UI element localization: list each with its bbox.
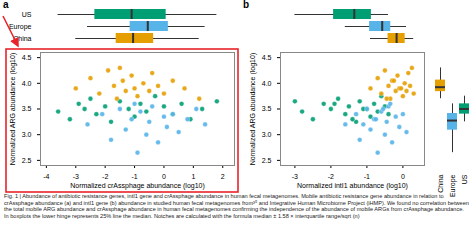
svg-text:2.5: 2.5 — [22, 157, 32, 164]
svg-text:2.5: 2.5 — [262, 157, 272, 164]
svg-text:0: 0 — [162, 173, 166, 180]
svg-text:3.0: 3.0 — [22, 131, 32, 138]
svg-text:-4: -4 — [43, 173, 49, 180]
svg-text:Europe: Europe — [9, 23, 32, 31]
svg-text:Normalized crAssphage abundanc: Normalized crAssphage abundance (log10) — [70, 182, 205, 190]
svg-text:4.5: 4.5 — [22, 54, 32, 61]
html-text:Fig. 1 | Abundance of antibiot: Fig. 1 | Abundance of antibiotic resista… — [4, 193, 469, 219]
svg-text:4.5: 4.5 — [262, 54, 272, 61]
svg-text:Normalized ARG abundance (log1: Normalized ARG abundance (log10) — [249, 53, 257, 165]
svg-text:3.5: 3.5 — [262, 105, 272, 112]
svg-text:4.0: 4.0 — [262, 80, 272, 87]
svg-text:0: 0 — [401, 173, 405, 180]
svg-text:Europe: Europe — [449, 174, 457, 197]
svg-text:US: US — [22, 11, 32, 18]
svg-text:-2: -2 — [328, 173, 334, 180]
svg-text:-3: -3 — [292, 173, 298, 180]
svg-text:US: US — [461, 174, 468, 184]
svg-text:3.5: 3.5 — [22, 105, 32, 112]
svg-text:-1: -1 — [131, 173, 137, 180]
svg-text:1: 1 — [191, 173, 195, 180]
svg-text:4.0: 4.0 — [22, 80, 32, 87]
svg-text:-2: -2 — [102, 173, 108, 180]
svg-text:2: 2 — [221, 173, 225, 180]
svg-text:-3: -3 — [73, 173, 79, 180]
svg-text:Normalized ARG abundance (log1: Normalized ARG abundance (log10) — [9, 53, 17, 165]
svg-text:Normalized intI1 abundance (lo: Normalized intI1 abundance (log10) — [297, 182, 408, 190]
html-text:b: b — [243, 0, 250, 10]
svg-text:China: China — [437, 174, 444, 192]
html-text:a: a — [3, 0, 9, 10]
svg-text:-1: -1 — [364, 173, 370, 180]
svg-text:3.0: 3.0 — [262, 131, 272, 138]
svg-text:China: China — [13, 35, 31, 42]
